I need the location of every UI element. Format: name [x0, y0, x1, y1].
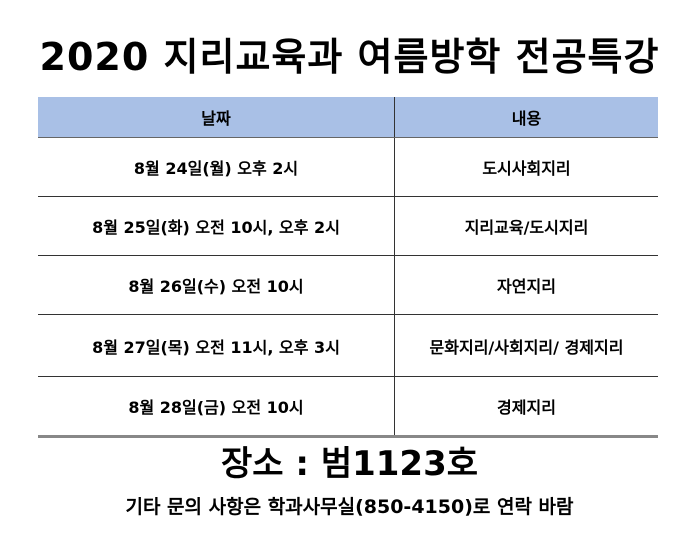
date-cell: 8월 28일(금) 오전 10시	[38, 376, 395, 438]
date-cell: 8월 26일(수) 오전 10시	[38, 255, 395, 315]
date-cell: 8월 24일(월) 오후 2시	[38, 137, 395, 197]
table-row: 8월 24일(월) 오후 2시 도시사회지리	[38, 137, 658, 197]
table-row: 8월 27일(목) 오전 11시, 오후 3시 문화지리/사회지리/ 경제지리	[38, 314, 658, 377]
date-cell: 8월 27일(목) 오전 11시, 오후 3시	[38, 314, 395, 377]
content-cell: 자연지리	[394, 255, 658, 315]
content-cell: 문화지리/사회지리/ 경제지리	[394, 314, 658, 377]
table-header: 날짜 내용	[38, 97, 658, 138]
date-cell: 8월 25일(화) 오전 10시, 오후 2시	[38, 196, 395, 256]
header-content: 내용	[394, 97, 658, 138]
page-title: 2020 지리교육과 여름방학 전공특강	[39, 35, 660, 79]
schedule-table: 날짜 내용 8월 24일(월) 오후 2시 도시사회지리 8월 25일(화) 오전…	[38, 97, 658, 438]
table-row: 8월 28일(금) 오전 10시 경제지리	[38, 376, 658, 438]
header-date: 날짜	[38, 97, 395, 138]
content-cell: 경제지리	[394, 376, 658, 438]
table-row: 8월 26일(수) 오전 10시 자연지리	[38, 255, 658, 315]
content-cell: 도시사회지리	[394, 137, 658, 197]
location-text: 장소 : 범1123호	[220, 444, 479, 484]
contact-note: 기타 문의 사항은 학과사무실(850-4150)로 연락 바람	[125, 496, 574, 518]
table-row: 8월 25일(화) 오전 10시, 오후 2시 지리교육/도시지리	[38, 196, 658, 256]
content-cell: 지리교육/도시지리	[394, 196, 658, 256]
